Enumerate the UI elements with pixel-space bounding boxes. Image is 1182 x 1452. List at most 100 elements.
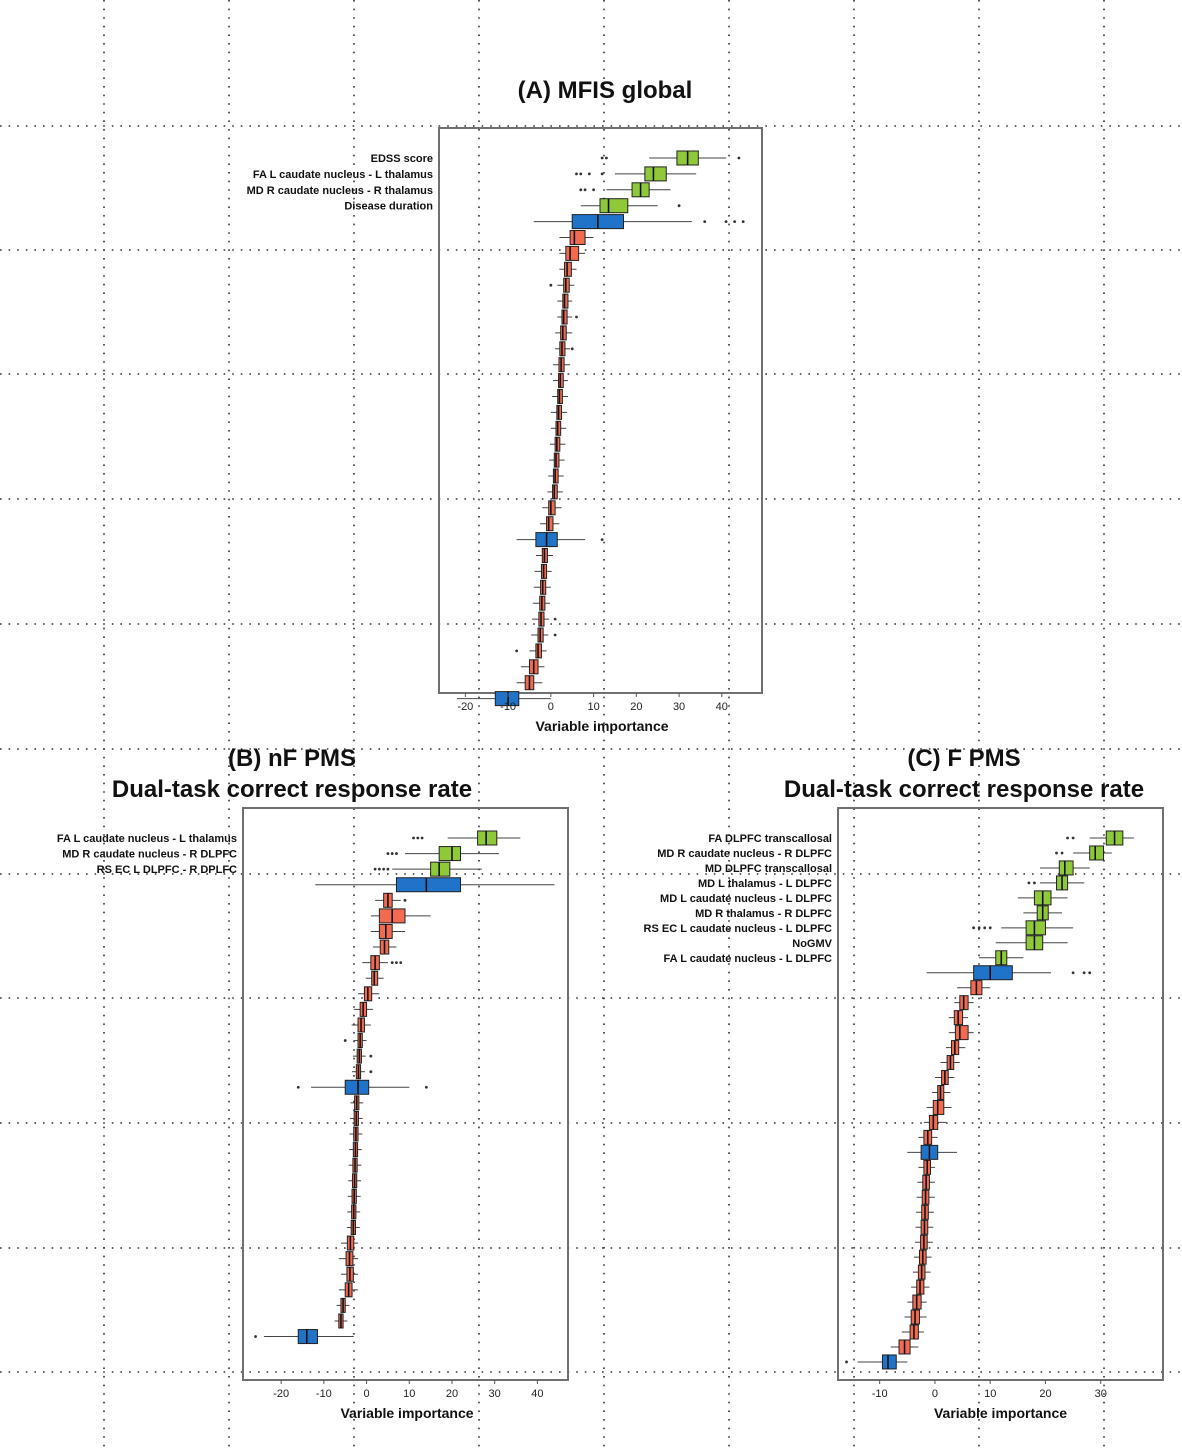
- variable-label: MD R caudate nucleus - R thalamus: [247, 185, 433, 197]
- outlier-point: [382, 867, 386, 871]
- importance-box-red: [375, 892, 407, 908]
- plot-frame: [242, 807, 569, 1381]
- importance-box-red: [555, 325, 573, 341]
- importance-box-red: [372, 939, 397, 955]
- importance-box-red: [934, 1070, 955, 1086]
- importance-box-blue: [907, 1144, 958, 1160]
- importance-box-red: [552, 373, 568, 389]
- importance-box-green: [1039, 860, 1090, 876]
- importance-box-blue: [926, 965, 1092, 981]
- panel-b-subtitle: Dual-task correct response rate: [112, 776, 472, 803]
- importance-box-red: [351, 1017, 371, 1033]
- outlier-point: [600, 156, 604, 160]
- importance-box-red: [912, 1264, 931, 1280]
- variable-label: MD R caudate nucleus - R DLPFC: [657, 848, 832, 860]
- importance-box-red: [336, 1297, 350, 1313]
- importance-box-red: [350, 1095, 364, 1111]
- outlier-point: [254, 1335, 257, 1338]
- iqr-box: [546, 516, 554, 532]
- outlier-point: [386, 867, 390, 871]
- outlier-point: [741, 220, 745, 224]
- outlier-point: [575, 172, 578, 176]
- iqr-box: [569, 230, 586, 245]
- outlier-point: [390, 961, 394, 965]
- variable-label: FA L caudate nucleus - L thalamus: [253, 169, 433, 181]
- outlier-point: [1088, 971, 1092, 975]
- outlier-point: [412, 836, 415, 840]
- outlier-point: [977, 926, 981, 930]
- x-tick-label: 10: [403, 1388, 415, 1400]
- iqr-box: [973, 965, 1013, 981]
- importance-box-green: [412, 830, 521, 846]
- outlier-point: [583, 188, 587, 192]
- importance-box-red: [926, 1099, 952, 1115]
- x-tick-label: -20: [457, 701, 473, 713]
- importance-box-red: [901, 1324, 924, 1340]
- importance-box-red: [370, 908, 431, 924]
- importance-box-green: [580, 198, 681, 214]
- iqr-box: [430, 861, 451, 877]
- outlier-point: [416, 836, 420, 840]
- x-tick-label: 40: [716, 701, 728, 713]
- outlier-point: [579, 188, 583, 192]
- iqr-box: [562, 293, 569, 309]
- iqr-box: [548, 500, 556, 516]
- importance-box-red: [338, 1251, 359, 1267]
- outlier-point: [1071, 836, 1075, 840]
- importance-box-red: [948, 1025, 974, 1041]
- outlier-point: [677, 204, 681, 208]
- importance-box-red: [916, 1204, 934, 1220]
- outlier-point: [1027, 881, 1031, 885]
- variable-label: EDSS score: [371, 153, 433, 165]
- iqr-box: [344, 1079, 370, 1095]
- outlier-point: [369, 1054, 373, 1058]
- outlier-point: [1033, 881, 1036, 885]
- x-tick-label: 30: [1095, 1388, 1107, 1400]
- importance-box-red: [549, 452, 565, 468]
- iqr-box: [395, 877, 462, 893]
- x-tick-label: 0: [364, 1388, 370, 1400]
- importance-box-green: [995, 935, 1068, 951]
- importance-box-green: [575, 166, 697, 182]
- importance-box-red: [534, 563, 552, 579]
- importance-box-red: [347, 1188, 361, 1204]
- outlier-point: [575, 315, 578, 319]
- outlier-point: [296, 1085, 300, 1089]
- outlier-point: [395, 961, 398, 965]
- variable-label: FA DLPFC transcallosal: [708, 833, 832, 845]
- outlier-point: [1060, 851, 1064, 855]
- importance-box-red: [559, 261, 577, 277]
- variable-label: MD R thalamus - R DLPFC: [695, 908, 832, 920]
- importance-box-red: [557, 309, 578, 325]
- outlier-point: [988, 926, 992, 930]
- x-tick-label: 20: [446, 1388, 458, 1400]
- iqr-box: [881, 1354, 897, 1370]
- variable-label: Disease duration: [344, 201, 433, 213]
- importance-box-red: [547, 484, 563, 500]
- panel-b-nf-pms: FA L caudate nucleus - L thalamus MD R ca…: [57, 807, 569, 1421]
- x-axis-label: Variable importance: [340, 1405, 473, 1421]
- iqr-box: [494, 691, 520, 707]
- plot-frame: [837, 807, 1164, 1381]
- importance-box-red: [549, 277, 575, 293]
- outlier-point: [570, 347, 574, 351]
- outlier-point: [724, 220, 728, 224]
- importance-box-red: [946, 1040, 966, 1056]
- x-tick-label: 30: [489, 1388, 501, 1400]
- importance-box-green: [579, 182, 671, 198]
- panel-c-f-pms: FA DLPFC transcallosal MD R caudate nucle…: [644, 807, 1164, 1421]
- importance-box-red: [915, 1219, 934, 1235]
- outlier-point: [395, 852, 398, 855]
- outlier-point: [390, 852, 394, 855]
- importance-box-red: [540, 516, 560, 532]
- importance-box-red: [348, 1173, 362, 1189]
- iqr-box: [564, 261, 572, 277]
- importance-box-red: [352, 1048, 373, 1064]
- panel-a-title: (A) MFIS global: [518, 77, 693, 104]
- importance-box-blue: [516, 532, 604, 548]
- outlier-point: [343, 1039, 347, 1042]
- importance-box-red: [552, 357, 571, 373]
- iqr-box: [644, 166, 667, 182]
- x-tick-label: -10: [316, 1388, 332, 1400]
- importance-box-green: [1066, 830, 1134, 846]
